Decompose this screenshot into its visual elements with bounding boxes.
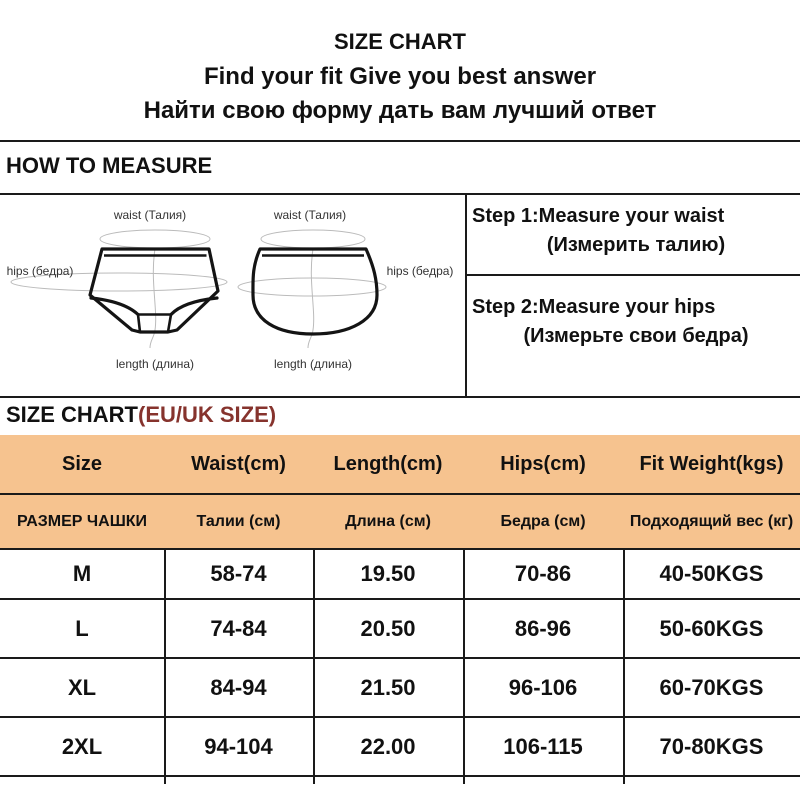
- svg-text:hips (бедра): hips (бедра): [7, 264, 74, 278]
- svg-text:length (длина): length (длина): [274, 357, 352, 371]
- svg-text:waist (Талия): waist (Талия): [273, 208, 346, 222]
- svg-text:length (длина): length (длина): [116, 357, 194, 371]
- svg-text:hips (бедра): hips (бедра): [387, 264, 454, 278]
- svg-text:waist (Талия): waist (Талия): [113, 208, 186, 222]
